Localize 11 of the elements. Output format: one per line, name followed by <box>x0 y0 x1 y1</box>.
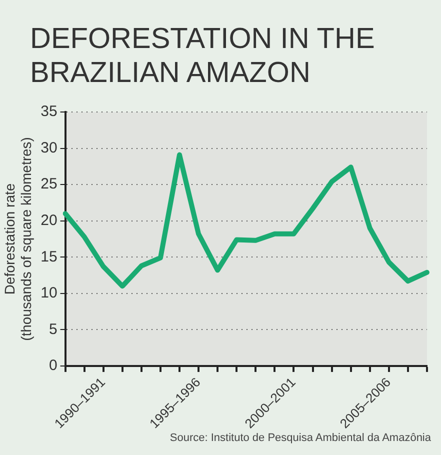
y-tick-label: 25 <box>40 176 58 193</box>
y-tick-label: 30 <box>40 139 58 156</box>
y-tick-label: 15 <box>40 248 58 266</box>
source-note: Source: Instituto de Pesquisa Ambiental da Amazônia <box>170 432 431 444</box>
y-tick-label: 5 <box>48 320 58 338</box>
y-tick-label: 0 <box>48 357 58 374</box>
y-axis-title: Deforestation rate (thousands of square kilometres) <box>1 137 34 341</box>
y-tick-label: 35 <box>40 103 58 120</box>
chart-title: DEFORESTATION IN THE BRAZILIAN AMAZON <box>30 22 376 90</box>
y-tick-label: 10 <box>40 284 58 302</box>
y-tick-label: 20 <box>40 212 58 229</box>
